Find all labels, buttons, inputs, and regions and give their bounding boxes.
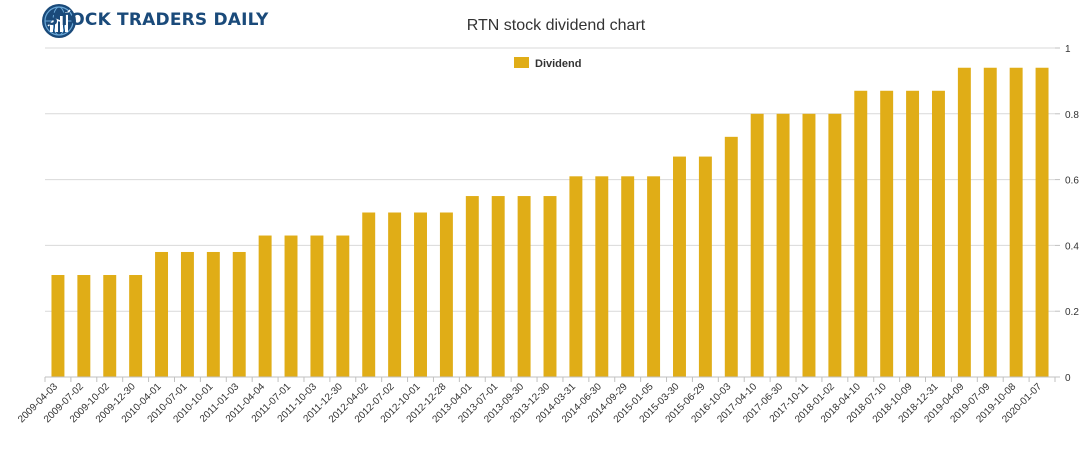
- logo-globe-icon: [42, 4, 76, 38]
- bar: [77, 275, 91, 377]
- bar: [103, 275, 117, 377]
- bar: [284, 235, 298, 377]
- legend: Dividend: [514, 57, 581, 70]
- bar: [517, 196, 531, 377]
- bar: [569, 176, 583, 377]
- bar: [232, 251, 246, 377]
- bar: [362, 212, 376, 377]
- bar: [595, 176, 609, 377]
- bars: [51, 67, 1049, 378]
- bar: [931, 90, 945, 378]
- bar: [258, 235, 272, 377]
- bar: [802, 113, 816, 378]
- bar: [465, 196, 479, 377]
- brand-name: STOCK TRADERS DAILY: [46, 10, 269, 30]
- bar: [336, 235, 350, 377]
- bar: [750, 113, 764, 378]
- y-tick-label: 0.4: [1065, 241, 1079, 252]
- legend-label: Dividend: [535, 58, 581, 70]
- y-tick-label: 0: [1065, 373, 1071, 384]
- y-tick-label: 0.2: [1065, 307, 1079, 318]
- bar: [1035, 67, 1049, 378]
- bar: [828, 113, 842, 378]
- bar: [673, 156, 686, 377]
- bar: [621, 176, 635, 377]
- bar: [724, 136, 738, 377]
- bar: [647, 176, 661, 377]
- legend-swatch: [514, 57, 529, 68]
- bar: [880, 90, 894, 378]
- bar: [310, 235, 324, 377]
- bar: [439, 212, 453, 377]
- bar: [906, 90, 920, 378]
- bar: [51, 275, 65, 377]
- bar: [414, 212, 427, 377]
- chart-title: RTN stock dividend chart: [467, 17, 646, 34]
- bar: [388, 212, 402, 377]
- y-tick-label: 1: [1065, 44, 1071, 55]
- brand-logo: [42, 4, 76, 38]
- bar: [854, 90, 868, 378]
- x-axis: 2009-04-032009-07-022009-10-022009-12-30…: [16, 376, 1056, 425]
- y-tick-label: 0.8: [1065, 110, 1079, 121]
- bar: [1009, 67, 1023, 378]
- bar: [983, 67, 997, 378]
- bar: [543, 196, 557, 377]
- y-axis: 0 0.2 0.4 0.6 0.8 1: [1055, 44, 1079, 384]
- bar: [180, 251, 194, 377]
- bar: [155, 251, 169, 377]
- bar: [129, 275, 143, 377]
- bar: [491, 196, 505, 377]
- bar: [206, 251, 220, 377]
- bar: [698, 156, 712, 377]
- bar: [957, 67, 971, 378]
- y-tick-label: 0.6: [1065, 176, 1079, 187]
- bar: [776, 113, 790, 378]
